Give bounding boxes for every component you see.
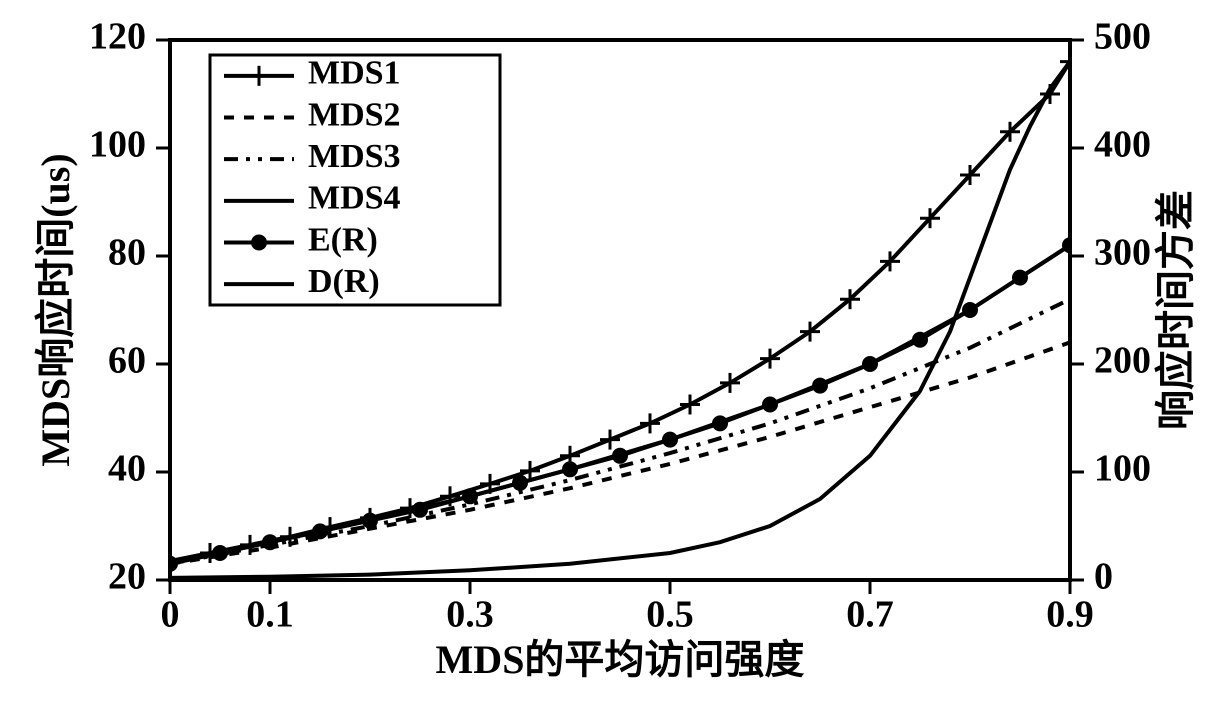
- svg-text:60: 60: [108, 340, 146, 382]
- y-right-axis-label: 响应时间方差: [1153, 190, 1198, 430]
- svg-text:300: 300: [1094, 232, 1151, 274]
- legend-label-DR: D(R): [308, 263, 380, 300]
- svg-text:0: 0: [1094, 556, 1113, 598]
- svg-text:100: 100: [89, 124, 146, 166]
- svg-text:400: 400: [1094, 124, 1151, 166]
- svg-text:40: 40: [108, 448, 146, 490]
- svg-text:500: 500: [1094, 16, 1151, 58]
- legend: MDS1 MDS2 MDS3 MDS4 E(R) D(R): [210, 55, 500, 305]
- svg-text:0: 0: [161, 594, 180, 636]
- legend-label-MDS4: MDS4: [308, 180, 401, 217]
- svg-text:0.1: 0.1: [246, 594, 294, 636]
- svg-text:200: 200: [1094, 340, 1151, 382]
- svg-text:120: 120: [89, 16, 146, 58]
- legend-label-MDS2: MDS2: [308, 96, 401, 133]
- svg-text:0.5: 0.5: [646, 594, 694, 636]
- chart-svg: 0 0.1 0.3 0.5 0.7 0.9 MDS的平均访问强度 20 40 60 80 100 120…: [0, 0, 1206, 702]
- svg-text:20: 20: [108, 556, 146, 598]
- legend-label-MDS3: MDS3: [308, 138, 401, 175]
- svg-text:0.7: 0.7: [846, 594, 894, 636]
- svg-text:0.9: 0.9: [1046, 594, 1094, 636]
- legend-label-ER: E(R): [308, 221, 378, 258]
- svg-text:80: 80: [108, 232, 146, 274]
- y-left-axis-label: MDS响应时间(us): [33, 153, 78, 466]
- chart-container: 0 0.1 0.3 0.5 0.7 0.9 MDS的平均访问强度 20 40 60 80 100 120…: [0, 0, 1206, 702]
- x-axis-label: MDS的平均访问强度: [436, 637, 805, 682]
- svg-text:100: 100: [1094, 448, 1151, 490]
- legend-label-MDS1: MDS1: [308, 55, 401, 92]
- series-MDS3: [170, 299, 1070, 564]
- svg-text:0.3: 0.3: [446, 594, 494, 636]
